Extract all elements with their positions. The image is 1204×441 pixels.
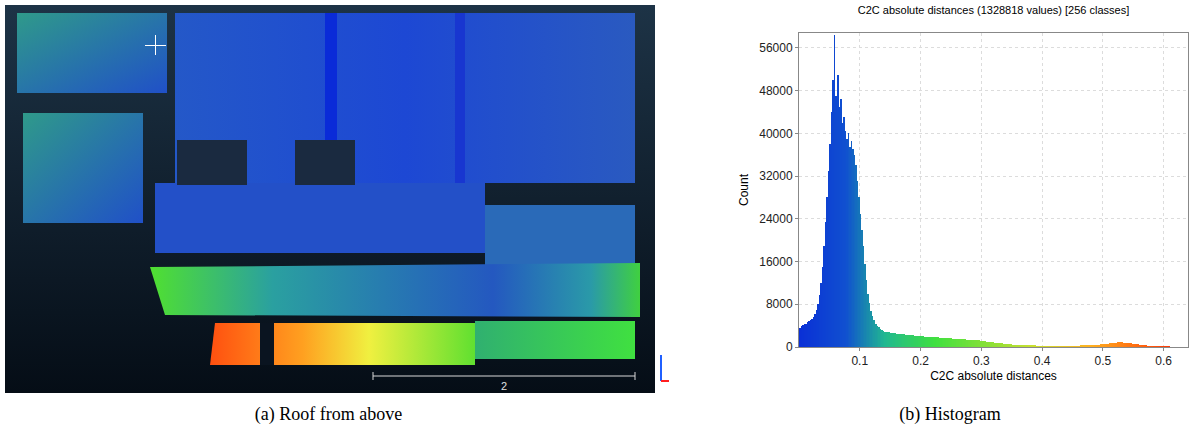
svg-text:0.3: 0.3 bbox=[973, 354, 990, 368]
svg-text:0.4: 0.4 bbox=[1034, 354, 1051, 368]
svg-text:0: 0 bbox=[786, 340, 793, 354]
svg-text:2: 2 bbox=[501, 380, 507, 392]
svg-text:56000: 56000 bbox=[759, 41, 793, 55]
svg-text:C2C absolute distances (132881: C2C absolute distances (1328818 values) … bbox=[858, 4, 1130, 16]
svg-text:32000: 32000 bbox=[759, 169, 793, 183]
svg-text:16000: 16000 bbox=[759, 255, 793, 269]
svg-text:48000: 48000 bbox=[759, 84, 793, 98]
html-text:(b) Histogram: (b) Histogram bbox=[899, 404, 1001, 424]
svg-text:C2C absolute distances: C2C absolute distances bbox=[930, 369, 1057, 383]
svg-text:8000: 8000 bbox=[766, 297, 793, 311]
svg-text:24000: 24000 bbox=[759, 212, 793, 226]
svg-text:40000: 40000 bbox=[759, 127, 793, 141]
svg-text:0.2: 0.2 bbox=[912, 354, 929, 368]
html-text:(a) Roof from above: (a) Roof from above bbox=[254, 404, 403, 424]
svg-text:0.6: 0.6 bbox=[1155, 354, 1172, 368]
svg-text:Count: Count bbox=[737, 173, 751, 206]
svg-text:0.5: 0.5 bbox=[1095, 354, 1112, 368]
svg-text:0.1: 0.1 bbox=[851, 354, 868, 368]
